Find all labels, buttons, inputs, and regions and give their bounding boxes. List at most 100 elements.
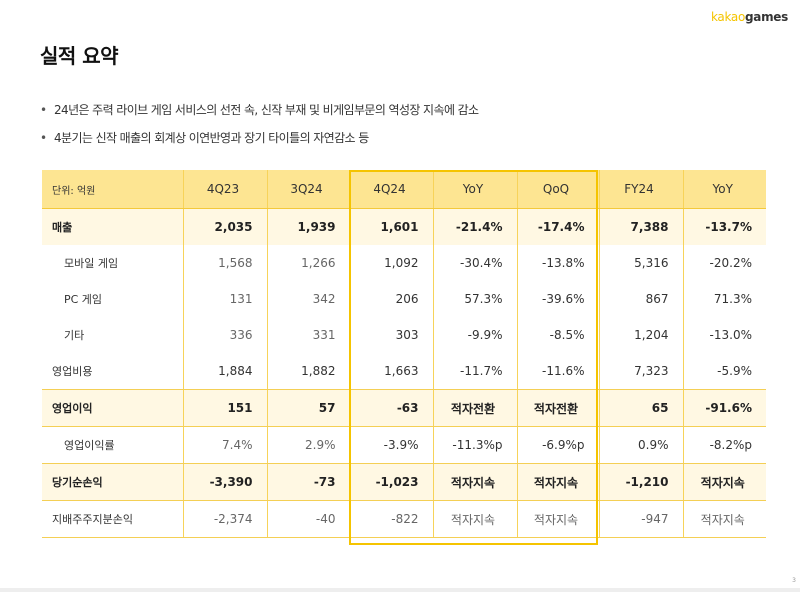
cell: 1,884 [183, 353, 268, 390]
logo-games-text: games [745, 10, 788, 24]
cell: 7,323 [599, 353, 684, 390]
col-header-fy-yoy: YoY [683, 170, 766, 209]
cell: 336 [183, 317, 268, 353]
summary-bullets: • 24년은 주력 라이브 게임 서비스의 선전 속, 신작 부재 및 비게임부문… [40, 100, 479, 156]
cell: 1,092 [350, 245, 434, 281]
cell: 적자지속 [517, 500, 600, 538]
cell: -21.4% [433, 208, 518, 245]
cell: -63 [350, 389, 434, 427]
page-title: 실적 요약 [40, 44, 119, 68]
col-header-fy24: FY24 [599, 170, 684, 209]
cell: -3.9% [350, 426, 434, 464]
cell: -3,390 [183, 463, 268, 501]
cell: -8.2%p [683, 426, 766, 464]
table-row-operating-expenses: 영업비용 1,884 1,882 1,663 -11.7% -11.6% 7,3… [42, 353, 766, 390]
cell: 131 [183, 281, 268, 317]
cell: 0.9% [599, 426, 684, 464]
bullet-item: • 4분기는 신작 매출의 회계상 이연반영과 장기 타이틀의 자연감소 등 [40, 128, 478, 156]
row-label: 영업이익 [42, 389, 184, 427]
bullet-item: • 24년은 주력 라이브 게임 서비스의 선전 속, 신작 부재 및 비게임부문… [40, 100, 479, 128]
cell: 2,035 [183, 208, 268, 245]
col-header-yoy: YoY [433, 170, 518, 209]
cell: 적자전환 [433, 389, 518, 427]
cell: 적자지속 [517, 463, 600, 501]
cell: 1,882 [267, 353, 351, 390]
row-label: 모바일 게임 [42, 245, 184, 281]
cell: -822 [350, 500, 434, 538]
table-row-mobile-game: 모바일 게임 1,568 1,266 1,092 -30.4% -13.8% 5… [42, 245, 766, 281]
cell: -9.9% [433, 317, 518, 353]
row-label: 지배주주지분손익 [42, 500, 184, 538]
cell: 적자지속 [433, 463, 518, 501]
cell: 적자전환 [517, 389, 600, 427]
table-row-pc-game: PC 게임 131 342 206 57.3% -39.6% 867 71.3% [42, 281, 766, 317]
col-header-4q23: 4Q23 [183, 170, 268, 209]
cell: -11.6% [517, 353, 600, 390]
row-label: 영업이익률 [42, 426, 184, 464]
table-header-row: 단위: 억원 4Q23 3Q24 4Q24 YoY QoQ FY24 YoY [42, 170, 766, 209]
table-row-other: 기타 336 331 303 -9.9% -8.5% 1,204 -13.0% [42, 317, 766, 353]
page-number: 3 [792, 577, 796, 584]
row-label: 당기순손익 [42, 463, 184, 501]
cell: 342 [267, 281, 351, 317]
cell: 5,316 [599, 245, 684, 281]
cell: -40 [267, 500, 351, 538]
cell: 1,601 [350, 208, 434, 245]
cell: -73 [267, 463, 351, 501]
cell: 57 [267, 389, 351, 427]
bullet-dot-icon: • [40, 103, 47, 117]
cell: -39.6% [517, 281, 600, 317]
cell: 303 [350, 317, 434, 353]
cell: 1,663 [350, 353, 434, 390]
cell: 1,939 [267, 208, 351, 245]
table-row-operating-profit: 영업이익 151 57 -63 적자전환 적자전환 65 -91.6% [42, 389, 766, 427]
cell: -6.9%p [517, 426, 600, 464]
cell: -91.6% [683, 389, 766, 427]
cell: 151 [183, 389, 268, 427]
cell: 65 [599, 389, 684, 427]
cell: -13.0% [709, 328, 752, 342]
cell: -8.5% [517, 317, 600, 353]
cell: -20.2% [709, 256, 752, 270]
cell: 적자지속 [683, 500, 766, 538]
col-header-3q24: 3Q24 [267, 170, 351, 209]
cell: 867 [599, 281, 684, 317]
cell: 적자지속 [683, 463, 766, 501]
row-label: PC 게임 [42, 281, 184, 317]
cell: 331 [267, 317, 351, 353]
row-label: 매출 [42, 208, 184, 245]
cell: 1,568 [183, 245, 268, 281]
unit-label: 단위: 억원 [42, 170, 184, 209]
cell: -30.4% [433, 245, 518, 281]
cell: 7.4% [183, 426, 268, 464]
cell: -11.3%p [433, 426, 518, 464]
cell: 1,266 [267, 245, 351, 281]
cell: 7,388 [599, 208, 684, 245]
cell: -13.7% [683, 208, 766, 245]
cell: -1,210 [599, 463, 684, 501]
cell: 적자지속 [433, 500, 518, 538]
table-row-controlling-interest: 지배주주지분손익 -2,374 -40 -822 적자지속 적자지속 -947 … [42, 500, 766, 538]
cell: -13.8% [517, 245, 600, 281]
cell: 206 [350, 281, 434, 317]
cell: 2.9% [267, 426, 351, 464]
bullet-text: 4분기는 신작 매출의 회계상 이연반영과 장기 타이틀의 자연감소 등 [54, 131, 369, 145]
bullet-text: 24년은 주력 라이브 게임 서비스의 선전 속, 신작 부재 및 비게임부문의… [54, 103, 479, 117]
table-row-revenue: 매출 2,035 1,939 1,601 -21.4% -17.4% 7,388… [42, 208, 766, 245]
cell: -5.9% [683, 353, 766, 390]
kakaogames-logo: kakaogames [711, 10, 788, 24]
cell: 57.3% [433, 281, 518, 317]
row-label: 영업비용 [42, 353, 184, 390]
cell: -17.4% [517, 208, 600, 245]
cell: -1,023 [350, 463, 434, 501]
row-label: 기타 [42, 317, 184, 353]
col-header-4q24: 4Q24 [350, 170, 434, 209]
table-row-net-income: 당기순손익 -3,390 -73 -1,023 적자지속 적자지속 -1,210… [42, 463, 766, 501]
cell: 71.3% [713, 292, 752, 306]
cell: -2,374 [183, 500, 268, 538]
bullet-dot-icon: • [40, 131, 47, 145]
earnings-summary-table: 단위: 억원 4Q23 3Q24 4Q24 YoY QoQ FY24 YoY 매… [42, 170, 766, 545]
cell: 1,204 [599, 317, 684, 353]
logo-kakao-text: kakao [710, 10, 746, 24]
footer-bar [0, 588, 800, 592]
